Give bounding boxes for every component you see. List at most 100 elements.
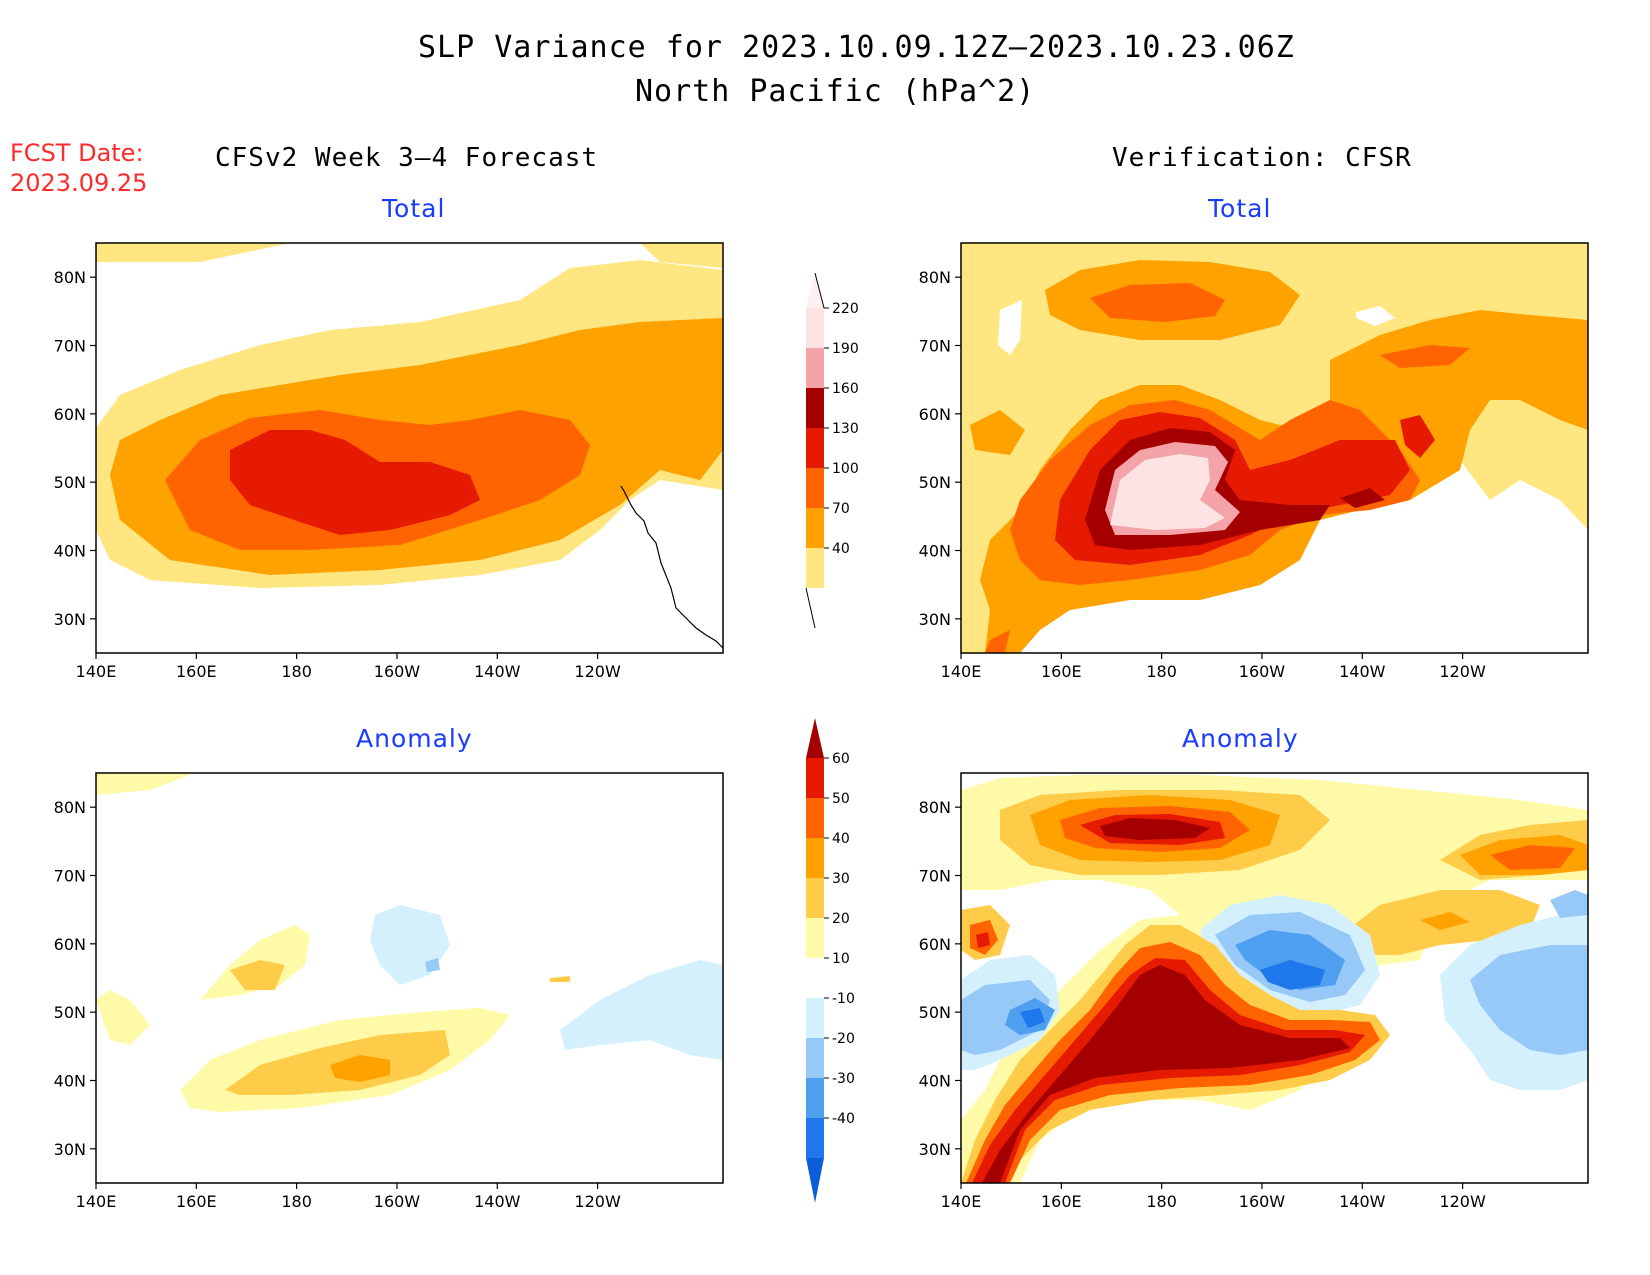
- forecast-total-level-130: [230, 430, 480, 535]
- lat-tick-label: 30N: [54, 610, 86, 629]
- lon-tick-label: 160W: [374, 1192, 421, 1211]
- lon-tick-label: 160W: [1239, 1192, 1286, 1211]
- forecast-total-level-40: [640, 243, 723, 268]
- lat-tick-label: 80N: [919, 268, 951, 287]
- lat-tick-label: 80N: [54, 268, 86, 287]
- lon-tick-label: 140E: [76, 662, 117, 681]
- forecast-anomaly-level-10: [550, 976, 570, 982]
- lon-tick-label: 160E: [176, 662, 217, 681]
- lon-tick-label: 160E: [1041, 662, 1082, 681]
- lat-tick-label: 50N: [919, 473, 951, 492]
- lon-tick-label: 180: [1146, 662, 1177, 681]
- lat-tick-label: 40N: [54, 1072, 86, 1091]
- forecast-anomaly-level-10: [96, 773, 195, 795]
- lon-tick-label: 160W: [374, 662, 421, 681]
- verification-anomaly-level-50: [976, 932, 990, 948]
- verification-anomaly-level-40: [1490, 845, 1575, 870]
- verification-anomaly-level-60: [1100, 818, 1210, 840]
- lat-tick-label: 60N: [54, 935, 86, 954]
- forecast-anomaly-level-10: [96, 990, 150, 1045]
- lat-tick-label: 80N: [54, 798, 86, 817]
- colorbar-tick-label: 40: [832, 831, 850, 847]
- lon-tick-label: 180: [281, 662, 312, 681]
- left-column-heading: CFSv2 Week 3–4 Forecast: [215, 143, 599, 173]
- colorbar-tick-label: 160: [832, 381, 859, 397]
- lat-tick-label: 40N: [919, 542, 951, 561]
- anomaly-colorbar: -40 -30 -20 -10 10 20 30 40 50 60: [806, 718, 855, 1203]
- lon-tick-label: 120W: [574, 662, 621, 681]
- lon-tick-label: 140E: [76, 1192, 117, 1211]
- forecast-anomaly-level-30: [330, 1055, 390, 1082]
- verification-total-level-70: [970, 410, 1025, 455]
- verification-total-level-100: [1090, 283, 1225, 322]
- colorbar-swatch: [806, 1118, 824, 1158]
- lon-tick-label: 140W: [1339, 662, 1386, 681]
- colorbar-lower-triangle: [806, 588, 824, 628]
- colorbar-tick-label: 130: [832, 421, 859, 437]
- colorbar-tick-label: 100: [832, 461, 859, 477]
- figure-title-line1: SLP Variance for 2023.10.09.12Z–2023.10.…: [418, 30, 1295, 65]
- lat-tick-label: 50N: [919, 1003, 951, 1022]
- lat-tick-label: 60N: [919, 405, 951, 424]
- colorbar-swatch: [806, 1078, 824, 1118]
- colorbar-swatch: [806, 998, 824, 1038]
- axes-layer: 140E 160E 180 160W 140W 120W 80N 70N 60N 50N 40N 30…: [54, 268, 1486, 1211]
- colorbar-swatch: [806, 508, 824, 548]
- forecast-anomaly-level-neg20: [425, 958, 440, 972]
- total-colorbar: 40 70 100 130 160 190 220: [805, 272, 859, 629]
- colorbar-swatch: [806, 548, 824, 588]
- colorbar-swatch: [806, 468, 824, 508]
- verification-total-level-130: [1400, 415, 1435, 458]
- colorbar-swatch: [806, 798, 824, 838]
- verification-total-empty: [998, 300, 1022, 355]
- colorbar-tick-label: 190: [832, 341, 859, 357]
- colorbar-tick-label: -10: [832, 991, 855, 1007]
- lat-tick-label: 30N: [919, 610, 951, 629]
- lon-tick-label: 140E: [941, 662, 982, 681]
- fcst-date-value: 2023.09.25: [10, 169, 148, 197]
- colorbar-swatch: [806, 838, 824, 878]
- forecast-total-map: [95, 242, 724, 654]
- forecast-total-level-40: [96, 243, 290, 262]
- lat-tick-label: 30N: [54, 1140, 86, 1159]
- colorbar-swatch: [806, 1038, 824, 1078]
- verification-total-empty: [1356, 306, 1395, 326]
- lat-tick-label: 70N: [919, 867, 951, 886]
- forecast-anomaly-level-20: [230, 960, 285, 990]
- colorbar-upper-triangle: [806, 718, 824, 758]
- verification-anomaly-level-neg20: [1470, 945, 1588, 1055]
- lon-tick-label: 120W: [1439, 662, 1486, 681]
- verification-anomaly-level-50: [972, 958, 1365, 1183]
- colorbar-tick-label: 40: [832, 541, 850, 557]
- lat-tick-label: 50N: [54, 1003, 86, 1022]
- colorbar-tick-label: 30: [832, 871, 850, 887]
- lon-tick-label: 140W: [474, 662, 521, 681]
- colorbar-tick-label: 220: [832, 301, 859, 317]
- lat-tick-label: 40N: [919, 1072, 951, 1091]
- verification-total-map: [960, 242, 1589, 654]
- lat-tick-label: 60N: [919, 935, 951, 954]
- colorbar-tick-label: 20: [832, 911, 850, 927]
- lon-tick-label: 140E: [941, 1192, 982, 1211]
- lon-tick-label: 140W: [474, 1192, 521, 1211]
- colorbar-tick-label: 60: [832, 751, 850, 767]
- lon-tick-label: 160E: [176, 1192, 217, 1211]
- colorbar-swatch: [806, 428, 824, 468]
- colorbar-tick-label: 70: [832, 501, 850, 517]
- colorbar-swatch: [806, 918, 824, 958]
- lon-tick-label: 120W: [1439, 1192, 1486, 1211]
- verification-total-level-100: [1380, 345, 1470, 368]
- lat-tick-label: 80N: [919, 798, 951, 817]
- colorbar-swatch: [806, 758, 824, 798]
- colorbar-tick-label: 10: [832, 951, 850, 967]
- forecast-total-label: Total: [382, 194, 446, 223]
- colorbar-swatch: [806, 388, 824, 428]
- fcst-date-label: FCST Date:: [10, 139, 144, 167]
- lat-tick-label: 70N: [919, 337, 951, 356]
- verification-anomaly-level-30: [1420, 912, 1470, 930]
- verification-anomaly-level-60: [982, 965, 1350, 1183]
- verification-anomaly-level-neg10: [1550, 890, 1588, 918]
- forecast-anomaly-map: [95, 772, 724, 1184]
- colorbar-swatch: [806, 348, 824, 388]
